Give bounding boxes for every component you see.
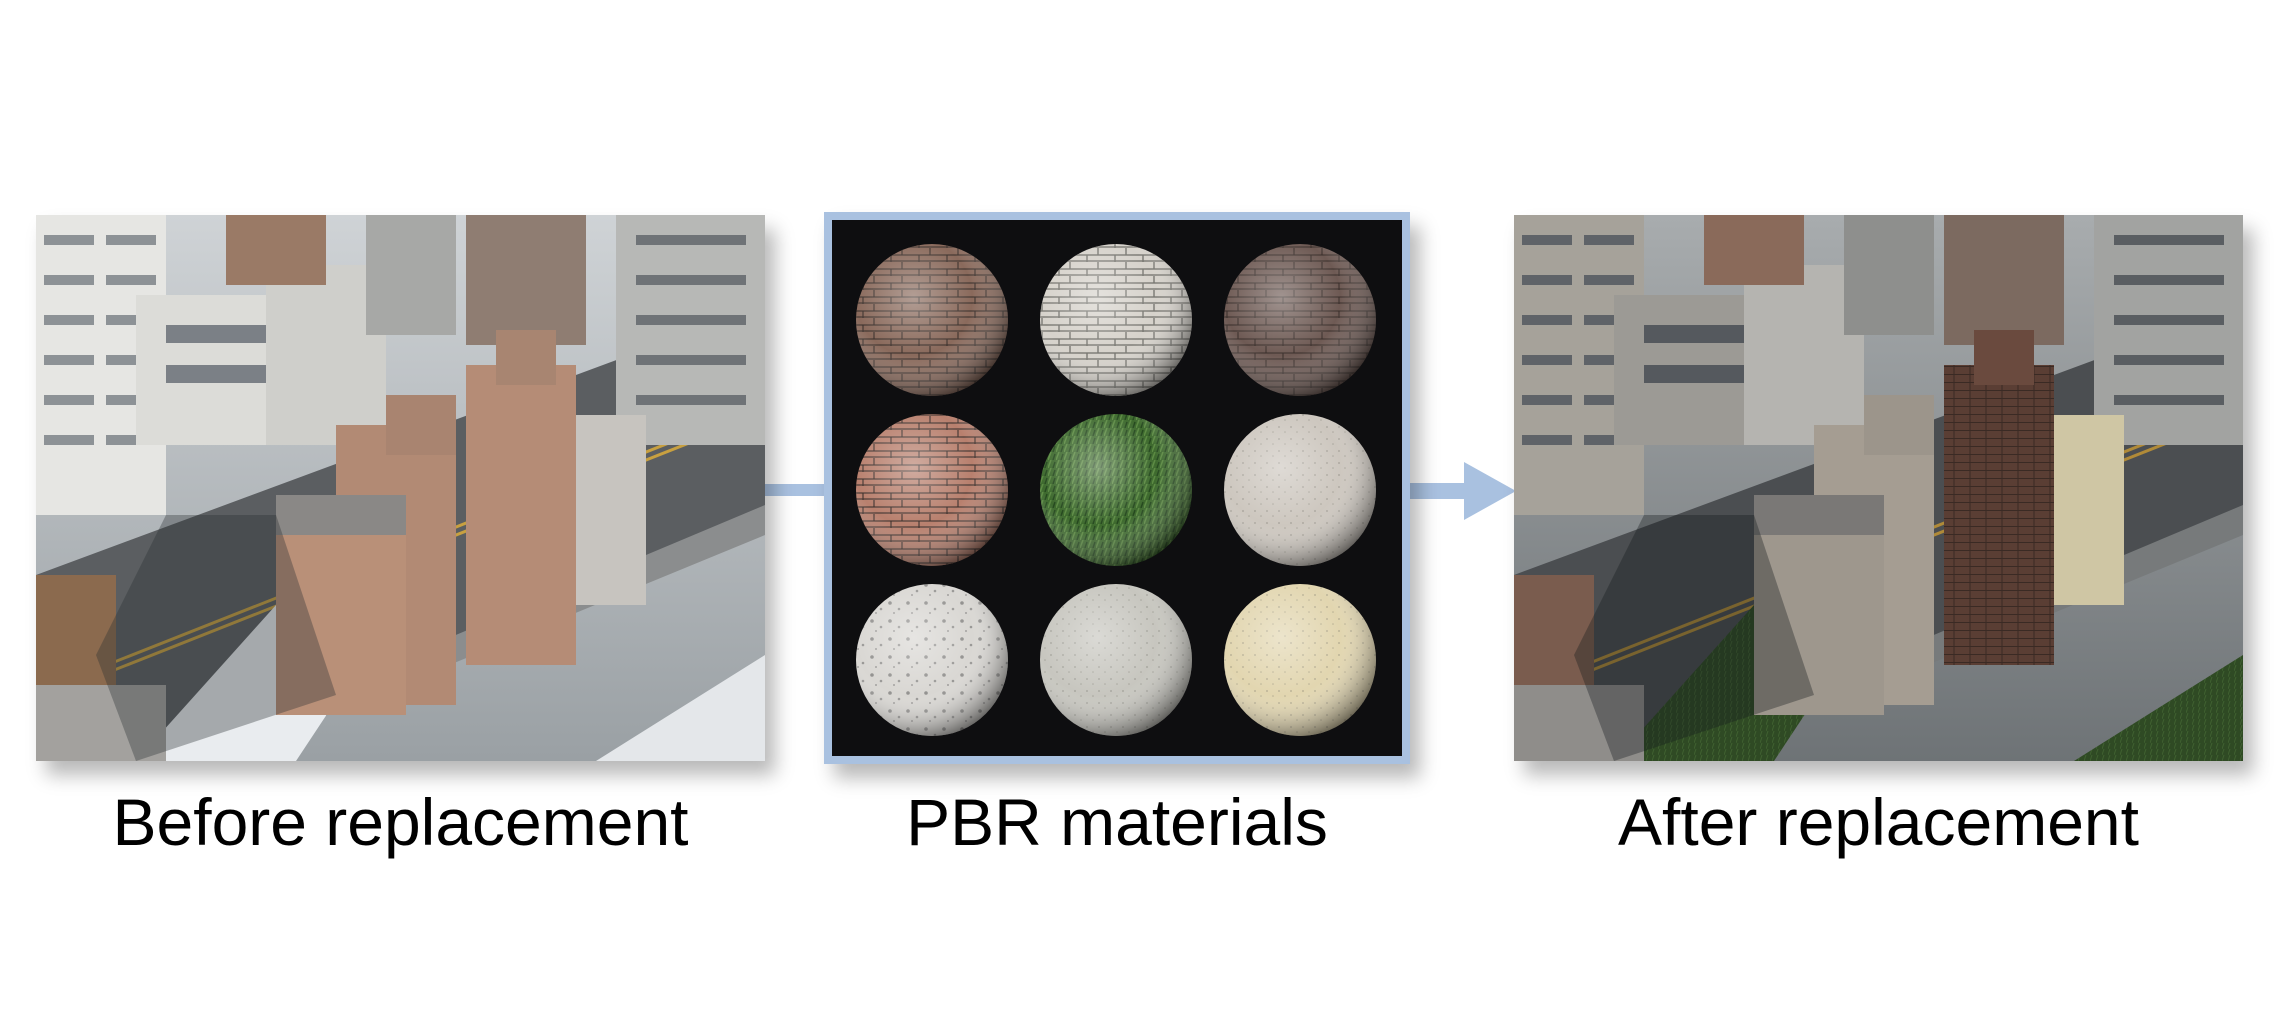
- arrow-materials-to-after: [1408, 462, 1516, 520]
- caption-after-replacement: After replacement: [1618, 785, 2139, 859]
- after-replacement-image: [1514, 215, 2243, 761]
- material-spheres: [856, 244, 1376, 736]
- city-render-before: [36, 215, 765, 761]
- material-sphere-dark-stone-brick: [1224, 244, 1376, 396]
- material-sphere-salmon-brick: [856, 414, 1008, 566]
- material-sphere-grass: [1040, 414, 1192, 566]
- pbr-materials-grid: [824, 212, 1410, 764]
- caption-before-replacement: Before replacement: [112, 785, 689, 859]
- city-render-after: [1514, 215, 2243, 761]
- material-sphere-concrete-smooth: [1224, 414, 1376, 566]
- before-replacement-image: [36, 215, 765, 761]
- material-sphere-concrete-porous: [856, 584, 1008, 736]
- material-sphere-white-brick: [1040, 244, 1192, 396]
- arrow-before-to-materials: [760, 484, 832, 496]
- material-sphere-plaster-rough: [1040, 584, 1192, 736]
- caption-pbr-materials: PBR materials: [906, 785, 1328, 859]
- material-sphere-aged-red-brick: [856, 244, 1008, 396]
- material-sphere-sandstone: [1224, 584, 1376, 736]
